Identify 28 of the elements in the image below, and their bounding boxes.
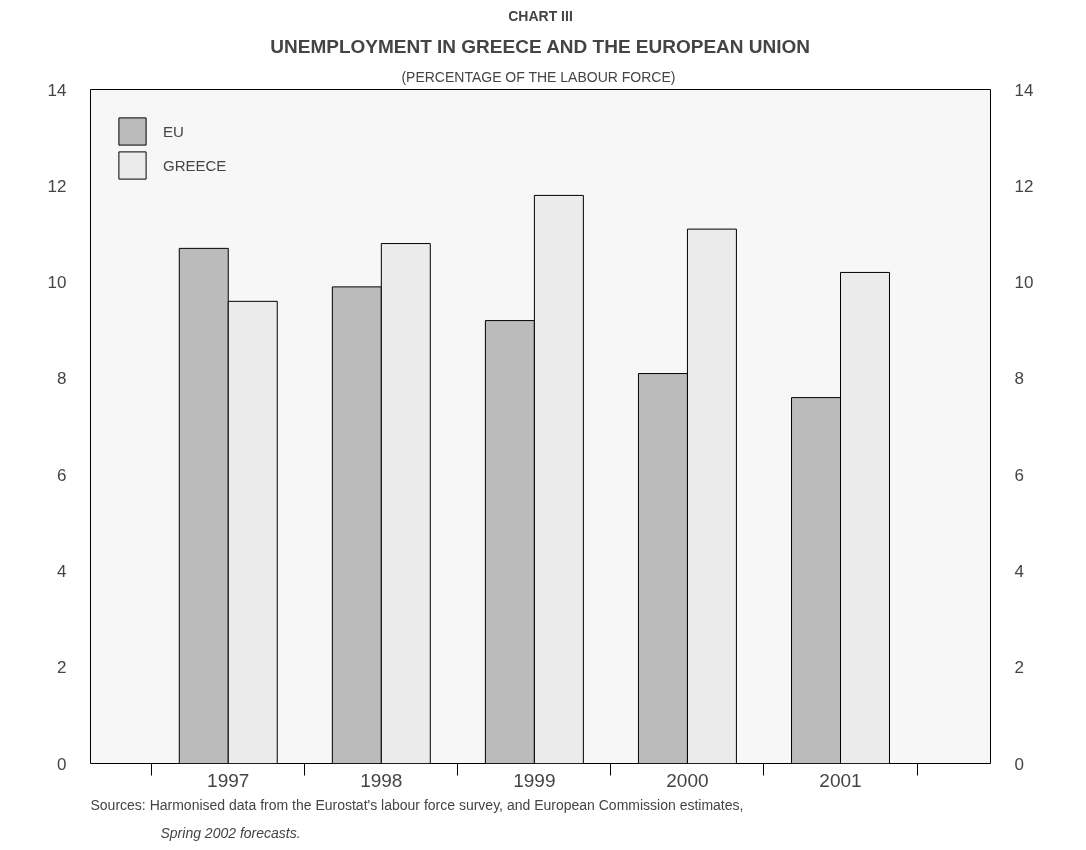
y-tick-label: 2 <box>57 658 67 678</box>
y2-tick-label: 12 <box>1014 176 1034 196</box>
x-tick-label: 1998 <box>360 769 403 791</box>
y-tick-label: 0 <box>57 754 67 774</box>
y2-tick-label: 2 <box>1014 658 1024 678</box>
y2-tick-label: 8 <box>1014 369 1024 389</box>
y-tick-label: 12 <box>47 176 67 196</box>
x-tick-label: 2001 <box>819 769 862 791</box>
x-tick-label: 2000 <box>666 769 709 791</box>
x-tick-label: 1999 <box>513 769 556 791</box>
y-tick-label: 14 <box>47 80 67 100</box>
y2-tick-label: 4 <box>1014 561 1024 581</box>
y-tick-label: 10 <box>47 273 67 293</box>
y2-tick-label: 10 <box>1014 273 1034 293</box>
y-tick-label: 8 <box>57 369 67 389</box>
chart-title: CHART III <box>508 7 573 24</box>
y2-tick-label: 14 <box>1014 80 1034 100</box>
text: Spring 2002 forecasts. <box>160 824 301 841</box>
legend-label: GREECE <box>163 156 227 174</box>
y-tick-label: 4 <box>57 561 67 581</box>
x-tick-label: 1997 <box>207 769 250 791</box>
legend-label: EU <box>163 122 184 140</box>
source-note: Sources: Harmonised data from the Eurostat's labour force survey, and European Commission estimates, <box>90 796 744 813</box>
y2-tick-label: 0 <box>1014 754 1024 774</box>
text: (PERCENTAGE OF THE LABOUR FORCE) <box>401 68 676 85</box>
y-tick-label: 6 <box>57 465 67 485</box>
y2-tick-label: 6 <box>1014 465 1024 485</box>
chart-subtitle: UNEMPLOYMENT IN GREECE AND THE EUROPEAN UNION <box>270 35 811 57</box>
